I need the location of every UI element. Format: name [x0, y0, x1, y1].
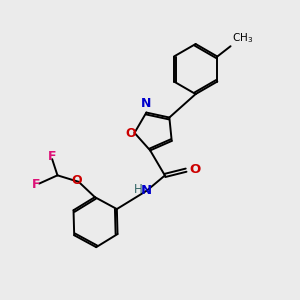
Text: O: O	[71, 173, 82, 187]
Text: F: F	[48, 150, 56, 163]
Text: F: F	[32, 178, 41, 191]
Text: O: O	[189, 163, 200, 176]
Text: O: O	[126, 127, 136, 140]
Text: H: H	[134, 182, 143, 196]
Text: CH$_3$: CH$_3$	[232, 31, 253, 45]
Text: N: N	[141, 97, 152, 110]
Text: N: N	[141, 184, 152, 197]
